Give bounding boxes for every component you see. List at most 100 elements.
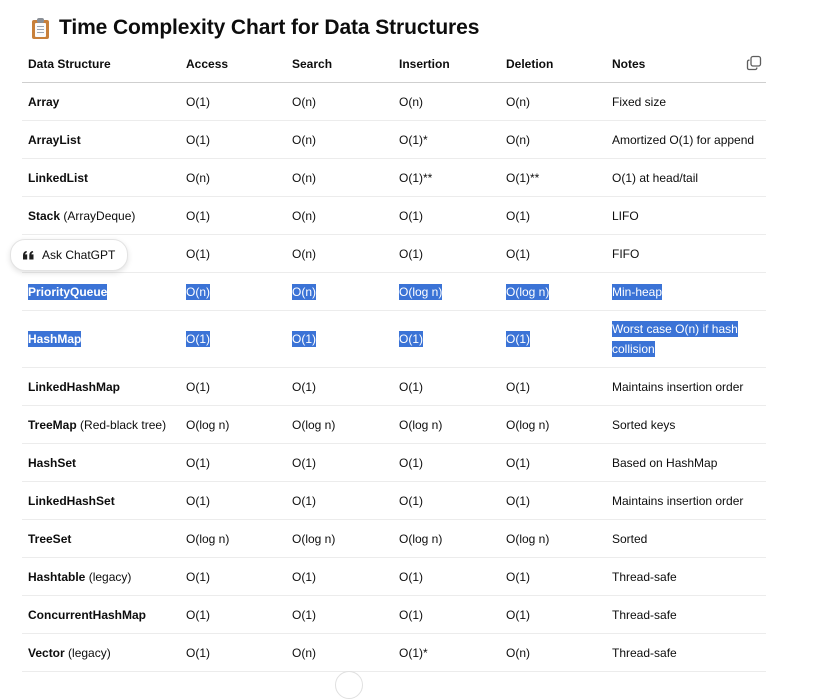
cell-data-structure: ConcurrentHashMap xyxy=(22,595,180,634)
cell-insertion: O(1)* xyxy=(393,633,500,672)
table-header-row: Data Structure Access Search Insertion D… xyxy=(22,45,766,83)
search-value: O(1) xyxy=(292,379,316,394)
column-header: Notes xyxy=(606,45,766,83)
structure-name: ArrayList xyxy=(28,132,81,147)
search-value: O(1) xyxy=(292,455,316,470)
cell-notes: LIFO xyxy=(606,196,766,235)
notes-value: Thread-safe xyxy=(612,645,677,660)
structure-qualifier: (legacy) xyxy=(88,569,132,584)
search-value: O(n) xyxy=(292,645,316,660)
structure-name: LinkedHashSet xyxy=(28,493,115,508)
cell-deletion: O(n) xyxy=(500,120,606,159)
cell-access: O(1) xyxy=(180,557,286,596)
notes-value: Maintains insertion order xyxy=(612,493,744,508)
structure-name: HashSet xyxy=(28,455,77,470)
notes-value: O(1) at head/tail xyxy=(612,170,699,185)
structure-name: LinkedHashMap xyxy=(28,379,121,394)
structure-name: PriorityQueue xyxy=(28,283,108,300)
insertion-value: O(1) xyxy=(399,455,423,470)
structure-name: TreeSet xyxy=(28,531,72,546)
notes-value: Sorted keys xyxy=(612,417,676,432)
search-value: O(1) xyxy=(292,569,316,584)
access-value: O(1) xyxy=(186,331,210,347)
column-header: Search xyxy=(286,45,393,83)
deletion-value: O(1) xyxy=(506,455,530,470)
table-row: TreeMap (Red-black tree) O(log n) O(log n)… xyxy=(22,405,766,444)
cell-access: O(1) xyxy=(180,443,286,482)
access-value: O(log n) xyxy=(186,417,230,432)
cell-deletion: O(n) xyxy=(500,633,606,672)
cell-insertion: O(n) xyxy=(393,82,500,121)
insertion-value: O(1)* xyxy=(399,132,428,147)
notes-value: Amortized O(1) for append xyxy=(612,132,755,147)
quote-icon xyxy=(23,250,34,259)
notes-value: LIFO xyxy=(612,208,639,223)
table-row: ArrayList O(1) O(n) O(1)* O(n) Amortized O(1)… xyxy=(22,120,766,159)
insertion-value: O(1) xyxy=(399,607,423,622)
cell-data-structure: Hashtable (legacy) xyxy=(22,557,180,596)
cell-search: O(n) xyxy=(286,158,393,197)
cell-deletion: O(1) xyxy=(500,310,606,368)
cell-search: O(log n) xyxy=(286,519,393,558)
search-value: O(n) xyxy=(292,283,316,300)
insertion-value: O(1)** xyxy=(399,170,433,185)
cell-data-structure: TreeMap (Red-black tree) xyxy=(22,405,180,444)
cell-insertion: O(1) xyxy=(393,196,500,235)
table-row: PriorityQueue O(n) O(n) O(log n) O(log n) Min… xyxy=(22,272,766,311)
structure-qualifier: (Red-black tree) xyxy=(80,417,167,432)
search-value: O(1) xyxy=(292,493,316,508)
deletion-value: O(log n) xyxy=(506,417,550,432)
cell-deletion: O(log n) xyxy=(500,405,606,444)
cell-access: O(1) xyxy=(180,196,286,235)
insertion-value: O(log n) xyxy=(399,417,443,432)
search-value: O(1) xyxy=(292,607,316,622)
column-header: Data Structure xyxy=(22,45,180,83)
column-header: Deletion xyxy=(500,45,606,83)
notes-value: FIFO xyxy=(612,246,640,261)
structure-name: ConcurrentHashMap xyxy=(28,607,147,622)
search-value: O(1) xyxy=(292,331,316,347)
access-value: O(1) xyxy=(186,607,210,622)
table-row: )O(1)O(n)O(1)O(1)FIFO xyxy=(22,234,766,273)
cell-notes: O(1) at head/tail xyxy=(606,158,766,197)
deletion-value: O(log n) xyxy=(506,283,550,300)
structure-name: Vector xyxy=(28,645,65,660)
column-header: Access xyxy=(180,45,286,83)
structure-name: Array xyxy=(28,94,60,109)
insertion-value: O(1) xyxy=(399,493,423,508)
cell-data-structure: LinkedList xyxy=(22,158,180,197)
search-value: O(n) xyxy=(292,170,316,185)
scroll-down-button[interactable] xyxy=(335,671,363,699)
cell-access: O(n) xyxy=(180,158,286,197)
insertion-value: O(1) xyxy=(399,208,423,223)
cell-access: O(1) xyxy=(180,120,286,159)
cell-search: O(n) xyxy=(286,234,393,273)
cell-access: O(1) xyxy=(180,595,286,634)
page-title: Time Complexity Chart for Data Structure… xyxy=(59,16,480,39)
cell-insertion: O(1)** xyxy=(393,158,500,197)
cell-insertion: O(1) xyxy=(393,367,500,406)
deletion-value: O(1) xyxy=(506,569,530,584)
insertion-value: O(1) xyxy=(399,379,423,394)
cell-deletion: O(log n) xyxy=(500,519,606,558)
structure-name: TreeMap xyxy=(28,417,77,432)
deletion-value: O(1) xyxy=(506,208,530,223)
cell-access: O(n) xyxy=(180,272,286,311)
structure-name: LinkedList xyxy=(28,170,89,185)
notes-value: Fixed size xyxy=(612,94,667,109)
notes-value: Worst case O(n) if hash collision xyxy=(612,321,738,357)
cell-insertion: O(1) xyxy=(393,557,500,596)
access-value: O(n) xyxy=(186,170,210,185)
table-row: LinkedList O(n) O(n) O(1)** O(1)** O(1) at he… xyxy=(22,158,766,197)
insertion-value: O(log n) xyxy=(399,531,443,546)
cell-data-structure: LinkedHashMap xyxy=(22,367,180,406)
table-row: HashSet O(1) O(1) O(1) O(1) Based on HashMap xyxy=(22,443,766,482)
ask-chatgpt-button[interactable]: Ask ChatGPT xyxy=(10,239,129,271)
cell-deletion: O(1) xyxy=(500,196,606,235)
search-value: O(n) xyxy=(292,208,316,223)
deletion-value: O(1) xyxy=(506,493,530,508)
insertion-value: O(1) xyxy=(399,331,423,347)
cell-insertion: O(log n) xyxy=(393,272,500,311)
cell-access: O(log n) xyxy=(180,405,286,444)
deletion-value: O(1) xyxy=(506,246,530,261)
